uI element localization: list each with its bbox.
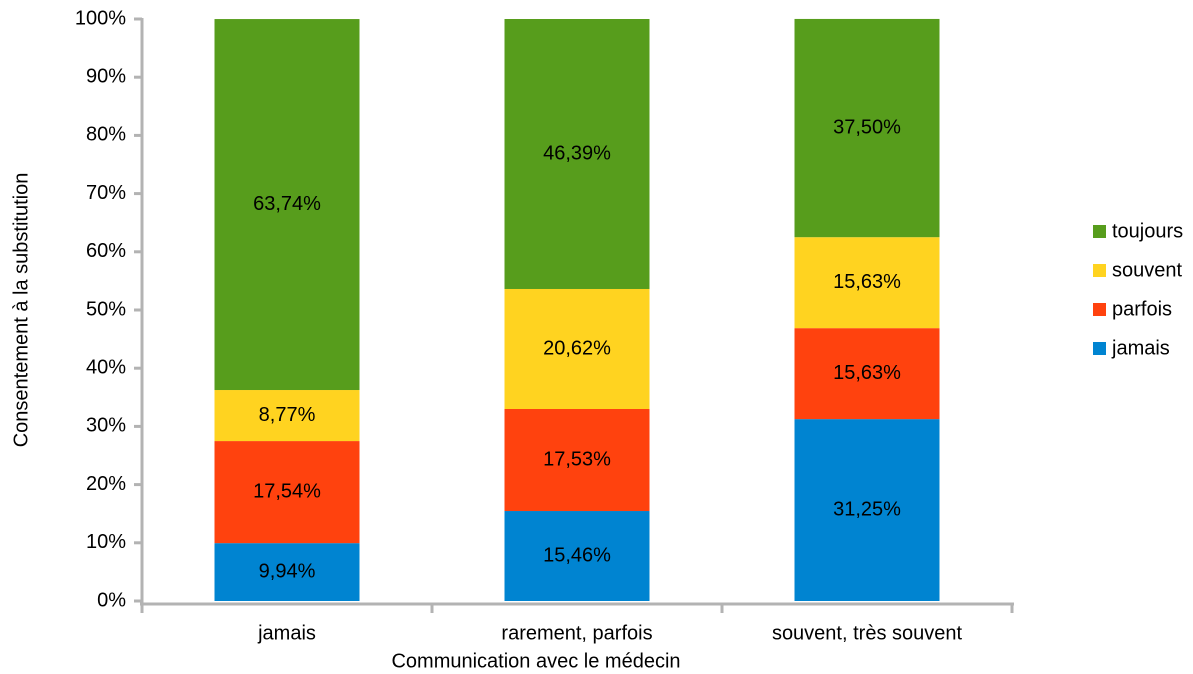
data-label: 63,74% (253, 193, 321, 215)
x-tick-label: souvent, très souvent (772, 622, 963, 644)
bar-segment (504, 19, 650, 289)
x-tick-label: jamais (257, 622, 316, 644)
y-axis-label: Consentement à la substitution (10, 173, 32, 448)
legend-label: parfois (1112, 298, 1172, 320)
y-tick-label: 10% (86, 531, 126, 553)
data-label: 9,94% (259, 560, 316, 582)
bar-segment (214, 390, 360, 442)
y-tick-label: 30% (86, 415, 126, 437)
y-tick-label: 40% (86, 356, 126, 378)
data-label: 17,53% (543, 448, 611, 470)
y-tick-label: 60% (86, 240, 126, 262)
bar-segment (504, 511, 650, 601)
legend-swatch (1093, 264, 1106, 277)
y-tick-label: 90% (86, 65, 126, 87)
legend-swatch (1093, 303, 1106, 316)
bar-segment (794, 237, 940, 329)
data-label: 31,25% (833, 498, 901, 520)
y-tick-label: 0% (97, 589, 126, 611)
bar-segment (504, 288, 650, 409)
data-label: 46,39% (543, 142, 611, 164)
data-label: 15,63% (833, 271, 901, 293)
legend-swatch (1093, 342, 1106, 355)
bar-segment (214, 441, 360, 544)
data-label: 8,77% (259, 404, 316, 426)
legend-label: toujours (1112, 220, 1183, 242)
bar-segment (794, 419, 940, 601)
y-tick-label: 20% (86, 473, 126, 495)
x-tick-label: rarement, parfois (501, 622, 652, 644)
x-axis-label: Communication avec le médecin (391, 650, 680, 672)
data-label: 15,46% (543, 544, 611, 566)
legend-label: jamais (1111, 337, 1170, 359)
data-label: 15,63% (833, 362, 901, 384)
bar-segment (214, 543, 360, 601)
bar-segment (794, 328, 940, 420)
bar-segment (794, 18, 940, 238)
legend-swatch (1093, 225, 1106, 238)
y-tick-label: 80% (86, 124, 126, 146)
y-tick-label: 100% (75, 7, 126, 29)
bar-segment (214, 19, 360, 391)
data-label: 20,62% (543, 337, 611, 359)
data-label: 17,54% (253, 480, 321, 502)
y-tick-label: 70% (86, 182, 126, 204)
bar-segment (504, 408, 650, 512)
data-label: 37,50% (833, 116, 901, 138)
legend-label: souvent (1112, 259, 1182, 281)
y-tick-label: 50% (86, 298, 126, 320)
